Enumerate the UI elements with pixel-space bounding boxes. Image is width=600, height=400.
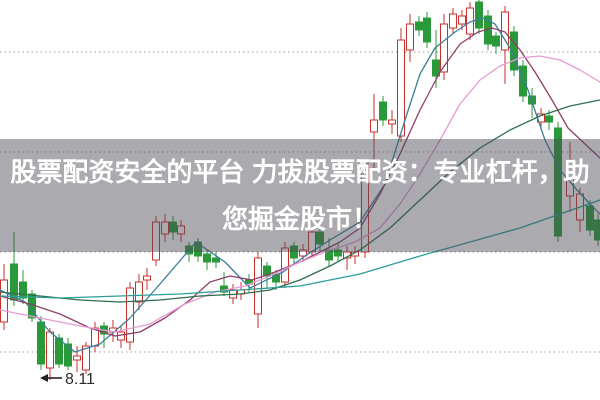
candle-up [73, 355, 81, 361]
candle-down [379, 101, 387, 121]
candle-down [263, 265, 271, 277]
candle-down [10, 263, 18, 301]
candle-down [316, 231, 324, 245]
candle-up [152, 221, 160, 261]
candle-up [397, 39, 405, 137]
candle-up [281, 247, 289, 283]
candle-down [432, 59, 440, 77]
low-annotation-arrowhead [40, 374, 48, 382]
low-annotation-label: 8.11 [65, 371, 95, 388]
candle-down [203, 253, 211, 263]
candle-up [0, 279, 8, 323]
candle-up [135, 281, 143, 303]
candle-down [554, 127, 562, 237]
candle-down [423, 17, 431, 43]
candle-down [545, 115, 553, 123]
candle-down [272, 273, 280, 283]
candle-down [212, 257, 220, 263]
candle-down [169, 221, 177, 233]
candle-up [82, 345, 90, 371]
candle-up [449, 13, 457, 29]
promo-line-1: 股票配资安全的平台 力拔股票配资：专业杠杆，助 [10, 156, 590, 187]
ma-mid-purple-line [0, 27, 600, 337]
candle-down [594, 219, 600, 241]
candle-down [475, 1, 483, 29]
candle-down [415, 21, 423, 31]
candle-down [510, 31, 518, 71]
candle-up [46, 331, 54, 369]
candle-down [586, 205, 594, 231]
candle-up [440, 23, 448, 73]
candle-down [194, 241, 202, 257]
candle-up [299, 249, 307, 257]
candle-down [37, 321, 45, 365]
candle-down [334, 249, 342, 257]
ma-pink-line [0, 55, 600, 333]
candle-down [519, 65, 527, 97]
candle-up [388, 119, 396, 125]
promo-line-2: 您掘金股市！ [221, 203, 378, 234]
candle-down [64, 343, 72, 367]
candle-up [406, 23, 414, 51]
candle-up [161, 221, 169, 235]
promo-banner: 股票配资安全的平台 力拔股票配资：专业杠杆，助 您掘金股市！ [0, 139, 600, 252]
candle-up [370, 119, 378, 133]
ma-slow-green-line [0, 99, 600, 303]
candle-down [290, 245, 298, 259]
candle-up [143, 275, 151, 281]
candle-down [492, 35, 500, 47]
candle-down [55, 337, 63, 365]
candle-down [19, 281, 27, 299]
candle-up [177, 225, 185, 235]
ma-flat-cyan-line [0, 199, 600, 299]
candle-up [458, 15, 466, 25]
